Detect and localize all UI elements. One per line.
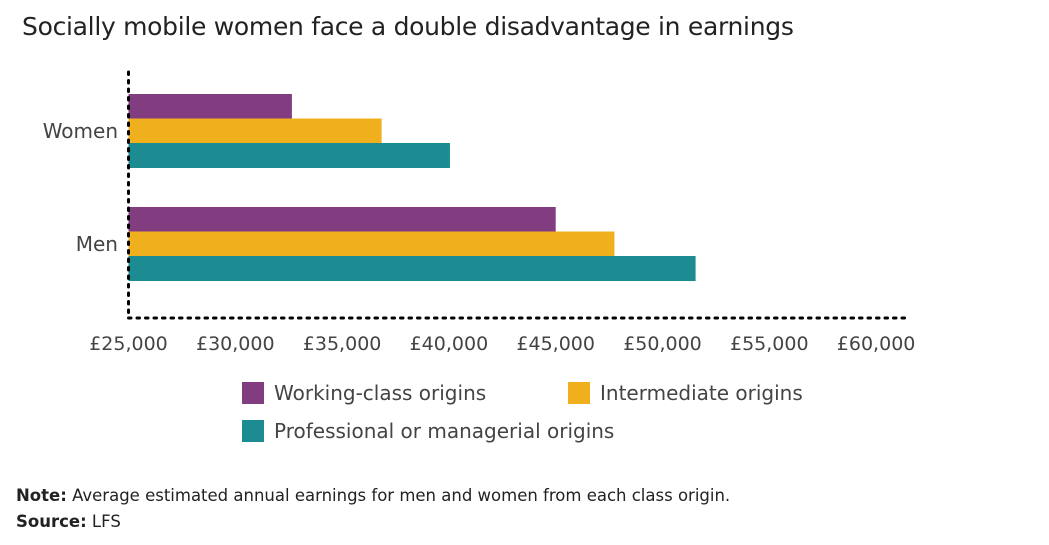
legend-label: Working-class origins bbox=[274, 381, 487, 405]
bar-men-1 bbox=[128, 231, 615, 257]
chart-title: Socially mobile women face a double disa… bbox=[22, 12, 794, 41]
bar-women-0 bbox=[128, 94, 292, 119]
source-label: Source: bbox=[16, 512, 87, 531]
x-tick-label: £55,000 bbox=[730, 333, 809, 355]
note-text: Average estimated annual earnings for me… bbox=[66, 486, 731, 505]
x-tick-label: £30,000 bbox=[196, 333, 275, 355]
x-tick-label: £35,000 bbox=[303, 333, 382, 355]
x-tick-label: £45,000 bbox=[516, 333, 595, 355]
legend-swatch bbox=[568, 382, 590, 404]
note: Note: Average estimated annual earnings … bbox=[16, 486, 730, 505]
x-tick-label: £50,000 bbox=[623, 333, 702, 355]
legend-label: Intermediate origins bbox=[600, 381, 803, 405]
legend-item-intermediate: Intermediate origins bbox=[568, 381, 803, 405]
legend-item-professional: Professional or managerial origins bbox=[242, 419, 614, 443]
bar-women-2 bbox=[128, 143, 450, 168]
legend-swatch bbox=[242, 382, 264, 404]
x-tick-label: £25,000 bbox=[89, 333, 168, 355]
x-tick-label: £40,000 bbox=[410, 333, 489, 355]
source-text: LFS bbox=[86, 512, 121, 531]
legend-label: Professional or managerial origins bbox=[274, 419, 615, 443]
source: Source: LFS bbox=[16, 512, 121, 531]
bar-women-1 bbox=[128, 118, 382, 144]
bar-men-2 bbox=[128, 256, 696, 281]
note-label: Note: bbox=[16, 486, 67, 505]
bar-chart: Women Men £25,000 £30,000 £35,000 £40,000 £45,… bbox=[43, 70, 916, 355]
bar-men-0 bbox=[128, 207, 556, 232]
legend-swatch bbox=[242, 420, 264, 442]
category-label: Men bbox=[76, 232, 118, 256]
category-label: Women bbox=[43, 119, 118, 143]
x-tick-label: £60,000 bbox=[837, 333, 916, 355]
legend-item-working-class: Working-class origins bbox=[242, 381, 486, 405]
